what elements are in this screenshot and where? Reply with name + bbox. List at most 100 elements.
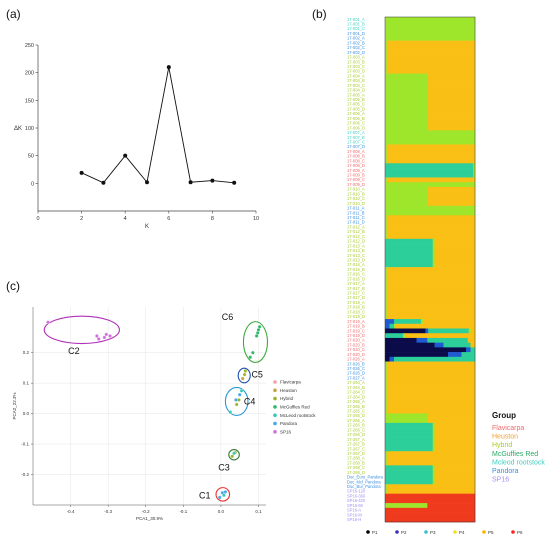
pca-point [240,376,245,381]
sample-label: SP16-420 [347,498,366,503]
structure-bar-segment [385,106,428,112]
structure-bar-segment [434,441,476,447]
pca-point [234,402,239,407]
structure-bar-segment [385,286,388,292]
sample-label: 17-008_C [347,158,365,163]
structure-bar-segment [470,347,476,353]
sample-label: 17-011_D [347,220,365,225]
structure-bar-segment [386,394,476,400]
structure-bar-segment [386,153,476,159]
structure-bar-segment [385,40,388,46]
structure-bar-segment [385,252,433,259]
structure-bar-segment [385,304,388,310]
structure-bar-segment [386,271,476,277]
structure-bar-segment [385,210,476,216]
sample-label: 17-019_A [347,319,365,324]
cluster-legend-label: P4 [459,530,465,535]
structure-bar-segment [434,437,476,443]
pca-plot-background [33,307,266,505]
structure-bar-segment [385,215,388,221]
structure-bar-segment [385,479,433,485]
structure-bar-segment [385,149,388,155]
x-tick-label: 0.1 [255,509,262,514]
cluster-label: C4 [244,396,256,406]
sample-label: 17-006_D [347,125,365,130]
sample-label: 17-011_A [347,206,365,211]
structure-bar-segment [427,337,469,343]
structure-bar-segment [385,295,388,301]
sample-label: 17-002_D [347,50,365,55]
structure-bar-segment [470,342,476,348]
structure-bar-segment [385,83,428,89]
structure-bar-segment [385,517,476,523]
structure-bar-segment [386,219,476,225]
structure-bar-segment [432,248,435,254]
pca-point [234,398,238,402]
cluster-legend-swatch [482,530,486,534]
delta-k-point [232,180,237,185]
structure-bar-segment [385,404,388,410]
sample-label: 17-026_B [347,361,365,366]
structure-bar-segment [422,319,476,325]
structure-bar-segment [385,446,433,452]
structure-bar-segment [385,451,388,457]
structure-bar-segment [385,380,388,386]
structure-bar-segment [385,238,433,244]
cluster-legend-swatch [424,530,428,534]
sample-label: 17-012_C [347,234,365,239]
sample-label: 17-268_D [347,470,365,475]
y-tick-label: 250 [25,43,34,49]
y-tick-label: 0.1 [23,381,30,386]
pca-scatter-plot: -0.4 -0.3 -0.2 -0.1 0.0 0.1 0.2 0.1 0.0 -0.1 -0.2 P… [12,307,316,521]
structure-bar-segment [386,455,476,461]
pca-point [257,324,262,329]
y-axis-title: ΔK [14,126,22,132]
cluster-legend-swatch [511,530,515,534]
group-legend-label: Heuston [492,434,518,441]
structure-bar-segment [385,234,388,240]
cluster-legend-label: P1 [372,530,378,535]
x-tick-label: 10 [253,216,259,222]
structure-bar-segment [427,413,476,419]
sample-label: 17-005_B [347,97,365,102]
sample-label: 17-004_D [347,88,365,93]
pca-legend-swatch [273,405,277,409]
structure-bar-segment [385,267,388,273]
structure-bar-segment [385,337,417,343]
structure-bar-segment [432,437,435,443]
structure-bar-segment [385,328,426,334]
y-tick-label: 200 [25,71,34,77]
structure-bar-segment [386,50,476,56]
structure-bar-segment [385,470,433,476]
cluster-label: C2 [68,346,80,356]
sample-label: 17-268_C [347,465,365,470]
structure-bar-segment [385,276,388,282]
group-legend-label: Pandora [492,468,519,475]
delta-k-point [101,180,106,185]
structure-bar-segment [427,503,476,509]
structure-bar-segment [434,243,476,249]
structure-bar-segment [385,385,388,391]
structure-bar-segment [385,342,435,348]
sample-label: 17-016_C [347,272,365,277]
structure-bar-segment [385,92,428,98]
structure-bar-segment [432,470,435,476]
structure-bar-segment [385,144,388,150]
structure-bar-segment [386,389,476,395]
structure-bar-segment [404,333,476,339]
cluster-label: C1 [199,490,211,500]
structure-bar-segment [385,474,433,480]
sample-label: 17-018_D [347,314,365,319]
sample-label: 17-265_C [347,409,365,414]
pca-point [95,334,99,338]
structure-bar-segment [386,40,476,46]
x-tick-label: 6 [167,216,170,222]
y-tick-label: 100 [25,126,34,132]
structure-bar-segment [386,385,476,391]
pca-point [228,410,233,414]
structure-bar-segment [385,73,428,79]
structure-bar-segment [385,45,388,51]
pca-legend-label: Pandora [280,421,298,426]
structure-bar-segment [385,333,404,339]
